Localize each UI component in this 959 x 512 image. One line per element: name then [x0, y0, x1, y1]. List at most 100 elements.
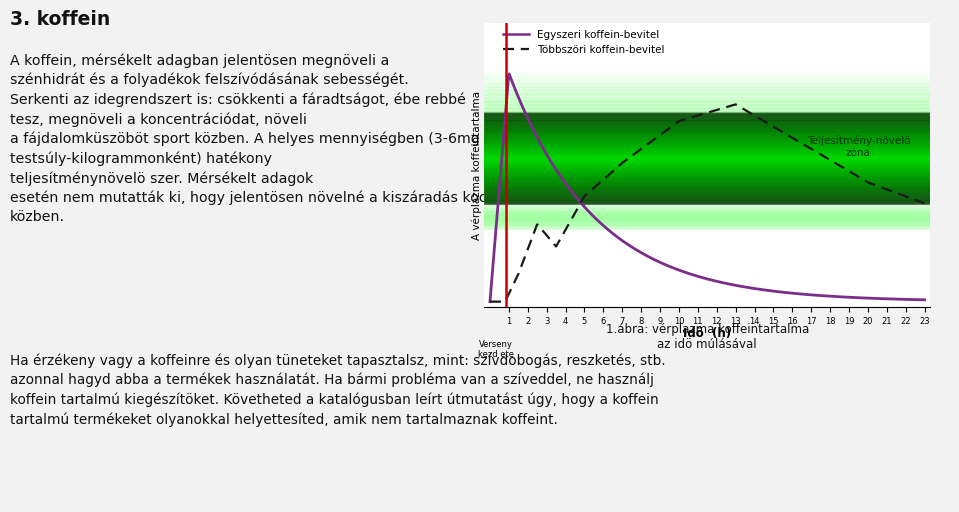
- Text: Verseny
kezd ete: Verseny kezd ete: [478, 340, 514, 359]
- Bar: [484, 169, 930, 170]
- Bar: [484, 211, 930, 224]
- Bar: [484, 191, 930, 192]
- Text: 1.ábra: vérplazma koffeintartalma
az idö múlásával: 1.ábra: vérplazma koffeintartalma az idö…: [606, 323, 808, 351]
- Bar: [484, 119, 930, 120]
- Bar: [484, 146, 930, 147]
- Bar: [484, 187, 930, 188]
- Bar: [484, 133, 930, 134]
- Bar: [484, 134, 930, 135]
- Bar: [484, 185, 930, 186]
- Bar: [484, 164, 930, 165]
- Bar: [484, 211, 930, 224]
- Bar: [484, 189, 930, 190]
- Bar: [484, 148, 930, 149]
- Bar: [484, 111, 930, 112]
- Bar: [484, 160, 930, 161]
- Bar: [484, 83, 930, 84]
- Bar: [484, 178, 930, 179]
- Bar: [484, 104, 930, 105]
- Bar: [484, 77, 930, 79]
- Bar: [484, 156, 930, 157]
- Bar: [484, 212, 930, 222]
- Bar: [484, 118, 930, 119]
- Bar: [484, 193, 930, 194]
- Bar: [484, 143, 930, 144]
- Bar: [484, 139, 930, 140]
- Bar: [484, 117, 930, 118]
- Bar: [484, 75, 930, 76]
- Bar: [484, 80, 930, 81]
- Bar: [484, 205, 930, 229]
- Bar: [484, 170, 930, 171]
- Bar: [484, 158, 930, 159]
- Bar: [484, 86, 930, 87]
- Bar: [484, 135, 930, 136]
- Bar: [484, 205, 930, 229]
- Bar: [484, 149, 930, 150]
- Bar: [484, 125, 930, 126]
- Bar: [484, 166, 930, 167]
- Bar: [484, 124, 930, 125]
- Text: Teljesítmény-növelö
zóna: Teljesítmény-növelö zóna: [807, 136, 910, 158]
- Bar: [484, 112, 930, 113]
- Bar: [484, 93, 930, 94]
- Bar: [484, 97, 930, 98]
- Bar: [484, 70, 930, 72]
- Bar: [484, 200, 930, 201]
- Bar: [484, 152, 930, 153]
- Bar: [484, 121, 930, 122]
- Bar: [484, 162, 930, 163]
- Bar: [484, 194, 930, 195]
- Bar: [484, 217, 930, 218]
- Bar: [484, 183, 930, 184]
- Bar: [484, 217, 930, 218]
- Bar: [484, 159, 930, 160]
- Bar: [484, 72, 930, 73]
- Bar: [484, 176, 930, 177]
- Bar: [484, 182, 930, 183]
- Bar: [484, 208, 930, 226]
- Bar: [484, 201, 930, 202]
- Bar: [484, 179, 930, 180]
- Bar: [484, 115, 930, 116]
- Bar: [484, 188, 930, 189]
- Bar: [484, 172, 930, 173]
- Bar: [484, 207, 930, 228]
- Bar: [484, 126, 930, 127]
- Bar: [484, 212, 930, 222]
- Bar: [484, 129, 930, 130]
- Bar: [484, 208, 930, 226]
- Bar: [484, 137, 930, 138]
- Bar: [484, 106, 930, 108]
- Bar: [484, 102, 930, 104]
- Bar: [484, 210, 930, 225]
- Bar: [484, 203, 930, 204]
- Bar: [484, 87, 930, 89]
- Bar: [484, 151, 930, 152]
- Bar: [484, 138, 930, 139]
- Bar: [484, 196, 930, 197]
- Bar: [484, 114, 930, 115]
- Bar: [484, 163, 930, 164]
- Bar: [484, 90, 930, 91]
- Bar: [484, 105, 930, 106]
- Bar: [484, 101, 930, 102]
- Bar: [484, 79, 930, 80]
- Bar: [484, 168, 930, 169]
- Bar: [484, 214, 930, 221]
- Bar: [484, 173, 930, 174]
- Bar: [484, 192, 930, 193]
- Bar: [484, 215, 930, 220]
- Bar: [484, 207, 930, 228]
- Bar: [484, 157, 930, 158]
- Bar: [484, 108, 930, 110]
- Bar: [484, 110, 930, 111]
- Bar: [484, 144, 930, 145]
- Bar: [484, 140, 930, 141]
- Bar: [484, 153, 930, 154]
- Bar: [484, 167, 930, 168]
- Bar: [484, 184, 930, 185]
- Bar: [484, 95, 930, 97]
- Bar: [484, 147, 930, 148]
- X-axis label: Idö  (h): Idö (h): [683, 327, 732, 340]
